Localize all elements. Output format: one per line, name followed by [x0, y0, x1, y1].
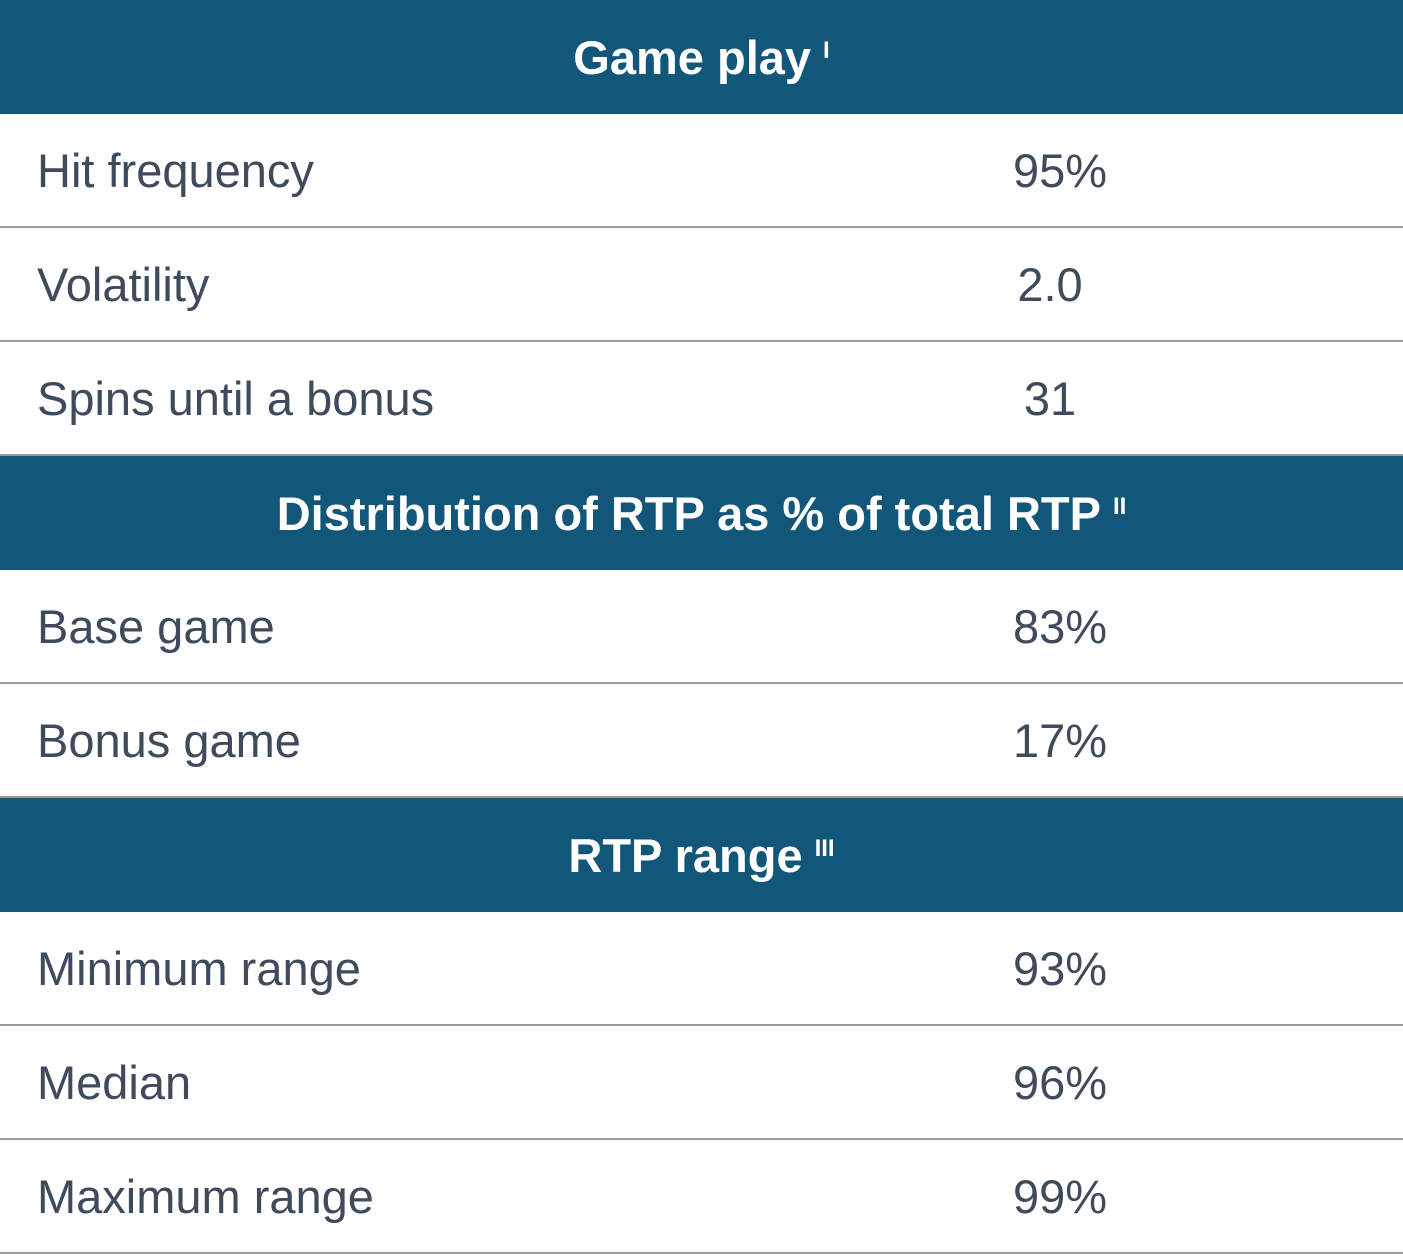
row-label: Bonus game: [37, 713, 301, 767]
section-title: Game play: [573, 30, 812, 84]
row-value: 83%: [1013, 599, 1108, 653]
footnote-marker: III: [814, 835, 835, 862]
row-label: Volatility: [37, 257, 210, 311]
row-value: 2.0: [1017, 257, 1083, 311]
section-title: RTP range: [568, 828, 803, 882]
row-value: 99%: [1013, 1169, 1108, 1223]
row-label: Maximum range: [37, 1169, 374, 1223]
row-label: Hit frequency: [37, 143, 314, 197]
row-value: 17%: [1013, 713, 1108, 767]
section-title: Distribution of RTP as % of total RTP: [276, 486, 1101, 540]
table-row: Median 96%: [0, 1026, 1403, 1140]
section-header: RTP range III: [0, 798, 1403, 912]
row-label: Base game: [37, 599, 275, 653]
row-value: 31: [1023, 371, 1077, 425]
row-value: 95%: [1013, 143, 1108, 197]
row-value: 93%: [1013, 941, 1108, 995]
row-label: Spins until a bonus: [37, 371, 435, 425]
section-header: Distribution of RTP as % of total RTP II: [0, 456, 1403, 570]
footnote-marker: I: [823, 37, 830, 64]
row-label: Median: [37, 1055, 192, 1109]
footnote-marker: II: [1112, 493, 1127, 520]
table-row: Bonus game 17%: [0, 684, 1403, 798]
row-value: 96%: [1013, 1055, 1108, 1109]
table-row: Minimum range 93%: [0, 912, 1403, 1026]
table-row: Maximum range 99%: [0, 1140, 1403, 1254]
table-row: Hit frequency 95%: [0, 114, 1403, 228]
section-header: Game play I: [0, 0, 1403, 114]
table-row: Spins until a bonus 31: [0, 342, 1403, 456]
row-label: Minimum range: [37, 941, 361, 995]
table-row: Volatility 2.0: [0, 228, 1403, 342]
table-row: Base game 83%: [0, 570, 1403, 684]
